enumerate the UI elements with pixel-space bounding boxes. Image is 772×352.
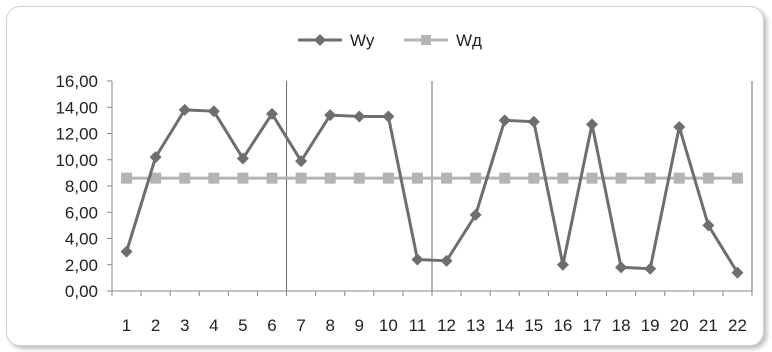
series-wy [120,103,744,279]
data-point-wy [586,118,598,131]
data-point-wd [121,172,133,184]
x-tick-label: 14 [495,316,514,335]
data-point-wd [615,172,627,184]
x-tick-label: 20 [670,316,689,335]
x-tick-label: 21 [699,316,718,335]
data-point-wd [702,172,714,184]
series-wd [121,172,743,184]
data-point-wy [149,151,162,164]
x-tick-label: 2 [151,316,160,335]
series-line-wy [125,108,739,274]
y-tick-label: 0,00 [65,282,98,301]
x-tick-label: 10 [379,316,398,335]
y-axis-ticks: 0,00 2,00 4,00 6,00 8,00 10,00 12,00 14,00 16,00 [55,72,112,301]
x-tick-label: 5 [238,316,247,335]
data-point-wy [556,258,569,271]
data-point-wd [528,172,540,184]
data-point-wy [731,266,744,279]
x-tick-label: 15 [524,316,543,335]
x-tick-label: 17 [583,316,602,335]
x-tick-label: 18 [612,316,631,335]
data-point-wd [470,172,482,184]
data-point-wd [441,172,453,184]
data-point-wy [178,103,191,116]
data-point-wd [557,172,569,184]
data-point-wy [615,261,628,274]
y-tick-label: 8,00 [65,177,98,196]
y-tick-label: 12,00 [55,125,98,144]
data-point-wy [295,155,308,168]
x-tick-label: 8 [325,316,334,335]
data-point-wd [411,172,423,184]
x-tick-label: 13 [466,316,485,335]
y-tick-label: 14,00 [55,98,98,117]
data-point-wy [324,109,337,122]
data-point-wy [382,110,395,123]
gridlines [286,81,753,291]
legend-marker-wd [421,35,431,45]
x-tick-label: 16 [553,316,572,335]
data-point-wd [237,172,249,184]
data-point-wd [353,172,365,184]
x-tick-label: 6 [267,316,276,335]
data-point-wd [673,172,685,184]
x-tick-label: 1 [122,316,131,335]
data-point-wy [353,110,366,123]
x-tick-label: 19 [641,316,660,335]
legend: Wy Wд [298,31,482,50]
legend-marker-wy [314,34,326,46]
y-tick-label: 10,00 [55,151,98,170]
data-point-wy [702,219,715,232]
data-point-wd [266,172,278,184]
data-point-wy [469,208,482,221]
data-point-wy [440,254,453,267]
data-point-wy [673,120,686,133]
data-point-wd [295,172,307,184]
data-point-wy [207,105,220,118]
y-tick-label: 16,00 [55,72,98,91]
y-tick-label: 2,00 [65,256,98,275]
data-point-wy [498,114,511,127]
x-tick-label: 12 [437,316,456,335]
x-tick-label: 3 [180,316,189,335]
legend-label-wd: Wд [456,31,482,50]
data-point-wy [236,152,249,165]
x-tick-label: 9 [355,316,364,335]
data-point-wy [644,262,657,275]
x-axis-ticks: 1 2 3 4 5 6 7 8 9 10 11 12 13 14 15 16 17 18 19 20 21 22 [122,316,747,335]
data-point-wy [411,253,424,266]
data-point-wd [731,172,743,184]
y-tick-label: 6,00 [65,203,98,222]
x-tick-label: 4 [209,316,218,335]
data-point-wd [150,172,162,184]
data-point-wy [120,245,133,258]
data-point-wy [266,107,278,120]
y-tick-label: 4,00 [65,230,98,249]
x-tick-label: 7 [296,316,305,335]
data-point-wd [208,172,220,184]
x-tick-label: 11 [409,316,427,335]
legend-label-wy: Wy [350,31,375,50]
x-tick-label: 22 [728,316,747,335]
data-point-wd [382,172,394,184]
data-point-wy [527,115,540,128]
data-point-wd [324,172,336,184]
data-point-wd [586,172,598,184]
data-point-wd [499,172,511,184]
data-point-wd [644,172,656,184]
data-point-wd [179,172,191,184]
